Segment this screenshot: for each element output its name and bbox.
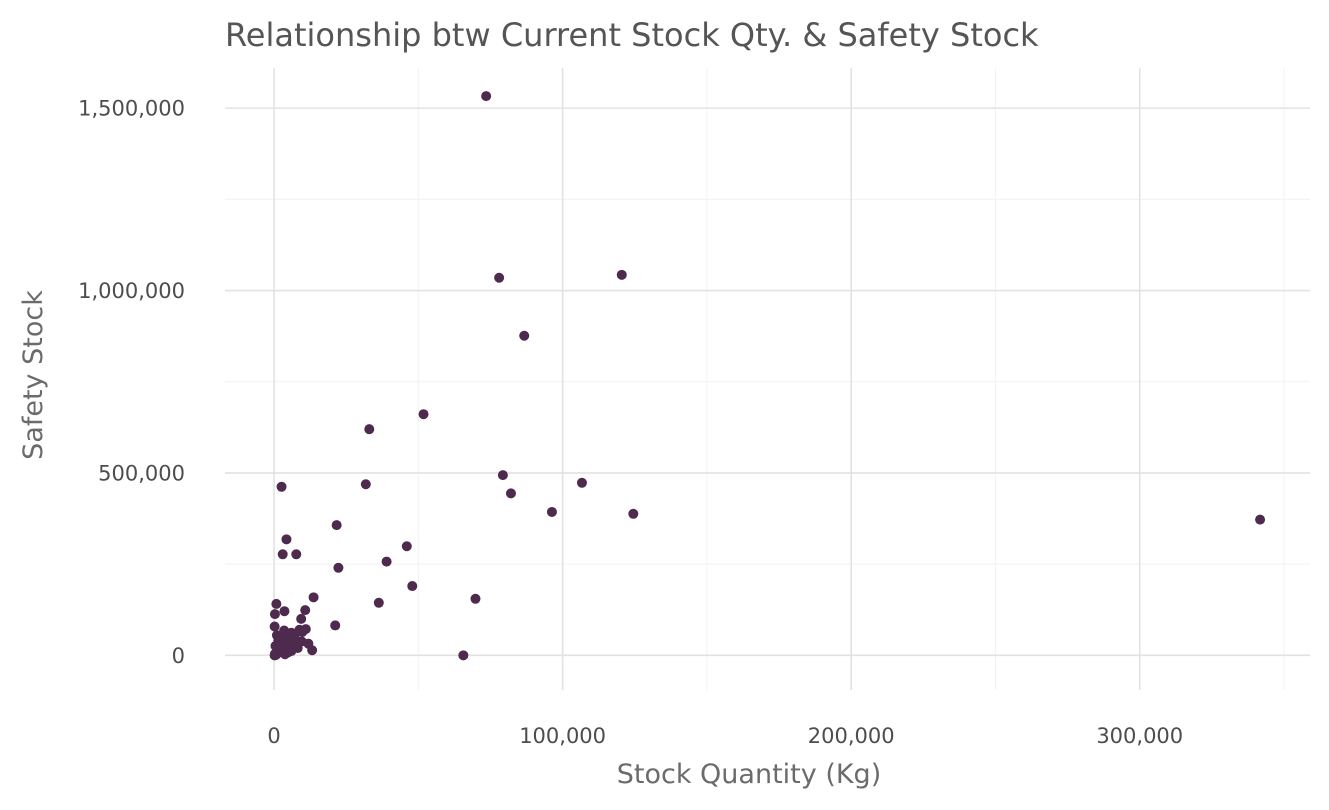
data-point: [277, 549, 288, 560]
data-point: [628, 508, 639, 519]
data-point: [505, 488, 516, 499]
x-axis-title: Stock Quantity (Kg): [617, 759, 881, 790]
data-point: [616, 269, 627, 280]
data-point: [470, 593, 481, 604]
x-axis-ticks: 0 100,000 200,000 300,000: [267, 724, 1183, 748]
data-point: [364, 424, 375, 435]
y-tick-label: 500,000: [98, 461, 185, 485]
data-point: [576, 477, 587, 488]
data-point: [401, 541, 412, 552]
major-gridlines: [225, 68, 1310, 690]
data-point: [333, 562, 344, 573]
data-point: [1255, 514, 1266, 525]
data-points: [269, 91, 1266, 661]
data-point: [296, 613, 307, 624]
y-tick-label: 1,500,000: [78, 97, 185, 121]
data-point: [277, 644, 288, 655]
data-point: [291, 549, 302, 560]
data-point: [360, 479, 371, 490]
data-point: [497, 470, 508, 481]
y-tick-label: 1,000,000: [78, 279, 185, 303]
data-point: [519, 330, 530, 341]
data-point: [307, 645, 318, 656]
data-point: [281, 534, 292, 545]
data-point: [276, 481, 287, 492]
y-axis-title: Safety Stock: [18, 290, 49, 460]
y-axis-ticks: 0 500,000 1,000,000 1,500,000: [78, 97, 185, 668]
data-point: [273, 635, 284, 646]
data-point: [279, 606, 290, 617]
data-point: [418, 409, 429, 420]
data-point: [300, 605, 311, 616]
data-point: [297, 626, 308, 637]
data-point: [546, 506, 557, 517]
data-point: [269, 621, 280, 632]
data-point: [458, 650, 469, 661]
x-tick-label: 300,000: [1096, 724, 1183, 748]
data-point: [289, 629, 300, 640]
x-tick-label: 100,000: [519, 724, 606, 748]
data-point: [481, 91, 492, 102]
data-point: [284, 638, 295, 649]
data-point: [330, 620, 341, 631]
data-point: [381, 556, 392, 567]
data-point: [271, 598, 282, 609]
data-point: [308, 592, 319, 603]
chart-title: Relationship btw Current Stock Qty. & Sa…: [225, 16, 1039, 54]
data-point: [373, 597, 384, 608]
minor-gridlines: [225, 68, 1310, 690]
data-point: [286, 645, 297, 656]
y-tick-label: 0: [172, 644, 185, 668]
data-point: [269, 609, 280, 620]
data-point: [331, 520, 342, 531]
x-tick-label: 200,000: [808, 724, 895, 748]
data-point: [407, 581, 418, 592]
data-point: [494, 272, 505, 283]
x-tick-label: 0: [267, 724, 280, 748]
